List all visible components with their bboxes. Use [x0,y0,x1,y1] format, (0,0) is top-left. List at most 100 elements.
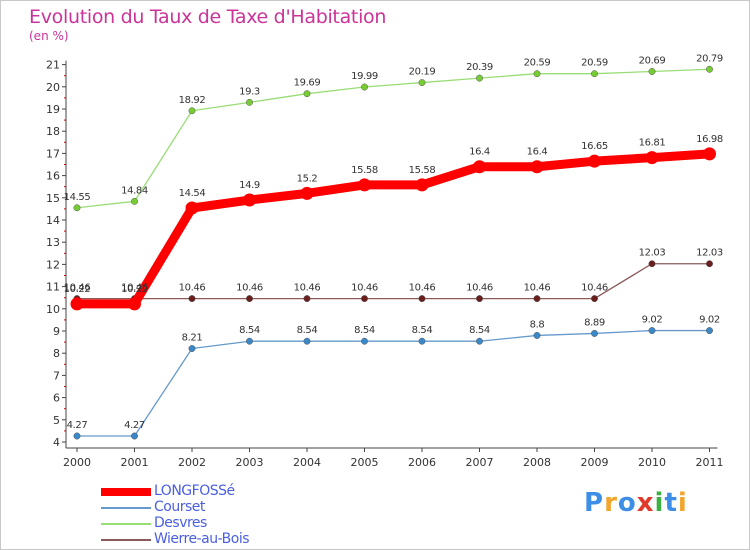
data-label-desvres: 14.55 [64,192,91,203]
x-tick-label: 2002 [178,456,206,469]
y-tick-label: 6 [53,392,60,405]
data-point-wierre-au-bois [361,295,368,303]
legend-label: LONGFOSSé [154,483,235,499]
data-label-courset: 8.54 [297,325,318,336]
data-label-courset: 8.54 [239,325,260,336]
data-label-longfoss: 10.22 [64,284,91,295]
data-point-courset [361,337,368,345]
data-label-desvres: 19.99 [351,71,378,82]
data-label-wierre-au-bois: 10.46 [121,283,148,294]
data-label-desvres: 20.19 [409,67,436,78]
data-label-longfoss: 15.58 [409,165,436,176]
data-label-courset: 8.21 [182,333,203,344]
data-point-wierre-au-bois [246,295,253,303]
data-point-longfoss [473,160,486,174]
data-label-wierre-au-bois: 10.46 [351,283,378,294]
data-point-courset [246,337,253,345]
data-label-desvres: 19.3 [239,86,260,97]
y-tick-label: 21 [46,59,60,72]
y-tick-label: 10 [46,303,60,316]
data-label-wierre-au-bois: 10.46 [294,283,321,294]
data-label-desvres: 19.69 [294,78,321,89]
data-point-desvres [648,68,656,75]
data-label-longfoss: 16.4 [469,147,490,158]
legend-label: Desvres [154,515,207,531]
data-point-courset [418,337,426,345]
data-point-wierre-au-bois [476,295,483,303]
data-labels: 4.27 4.27 8.21 8.54 8.54 8.54 8.54 8.54 8.8 8.89 9… [64,53,724,431]
y-tick-label: 13 [46,236,60,249]
chart-unit-label: (en %) [29,29,69,43]
data-label-longfoss: 14.54 [179,188,206,199]
data-point-courset [476,337,483,345]
y-tick-label: 8 [53,347,60,360]
data-point-longfoss [703,147,716,161]
series-line-desvres [76,68,711,209]
data-point-longfoss [645,151,659,165]
y-tick-label: 15 [46,192,60,205]
data-label-courset: 4.27 [67,420,88,431]
data-label-longfoss: 15.2 [297,173,318,184]
data-label-desvres: 20.59 [524,58,551,69]
data-point-desvres [533,70,541,78]
data-point-courset [648,327,656,335]
logo-letter: t [664,488,678,518]
axes: 4 5 6 7 8 9 10 11 12 13 14 15 16 17 18 19 20 21 2000 2001 20… [46,59,724,469]
data-point-desvres [418,79,426,87]
data-point-courset [73,432,81,440]
legend-swatch [101,539,151,541]
data-label-courset: 4.27 [124,420,145,431]
x-tick-label: 2007 [466,456,494,469]
series-line-wierre-au-bois [76,263,711,300]
data-point-courset [303,337,311,345]
y-tick-label: 14 [46,214,60,227]
data-point-longfoss [70,297,84,311]
data-point-longfoss [243,193,256,207]
data-point-courset [131,432,138,440]
data-label-wierre-au-bois: 10.46 [236,283,263,294]
data-label-courset: 8.54 [412,325,433,336]
data-label-desvres: 20.39 [466,62,493,73]
x-tick-label: 2009 [581,456,609,469]
y-tick-label: 4 [53,436,60,449]
x-tick-label: 2006 [408,456,436,469]
data-point-wierre-au-bois [188,295,196,303]
x-tick-label: 2004 [293,456,321,469]
y-tick-label: 18 [46,125,60,138]
data-label-courset: 8.54 [354,325,375,336]
data-point-longfoss [588,154,601,168]
series-line-longfoss [72,149,714,309]
chart-title: Evolution du Taux de Taxe d'Habitation [29,6,387,28]
data-point-desvres [303,90,311,98]
y-tick-label: 11 [46,281,60,294]
x-tick-label: 2000 [63,456,91,469]
data-point-desvres [73,204,81,212]
y-tick-label: 16 [46,170,60,183]
proxiti-logo: Proxiti [584,488,688,518]
y-tick-label: 17 [46,147,60,160]
data-point-desvres [476,74,483,82]
data-point-wierre-au-bois [533,295,541,303]
data-label-desvres: 14.84 [121,185,148,196]
y-tick-label: 5 [53,414,60,427]
data-label-longfoss: 16.98 [696,134,723,145]
x-tick-label: 2003 [236,456,264,469]
logo-letter: r [604,488,618,518]
logo-letter: x [636,488,655,518]
y-tick-label: 20 [46,81,60,94]
data-point-desvres [188,107,196,115]
data-point-desvres [246,98,253,106]
data-point-desvres [361,83,368,91]
y-tick-label: 19 [46,103,60,116]
data-point-longfoss [185,201,199,215]
x-tick-label: 2001 [121,456,149,469]
data-label-courset: 9.02 [642,315,663,326]
data-label-desvres: 20.59 [581,58,608,69]
data-point-desvres [706,65,713,73]
data-point-wierre-au-bois [303,295,311,303]
data-label-courset: 8.54 [469,325,490,336]
data-label-longfoss: 16.81 [639,138,666,149]
x-tick-label: 2011 [696,456,724,469]
